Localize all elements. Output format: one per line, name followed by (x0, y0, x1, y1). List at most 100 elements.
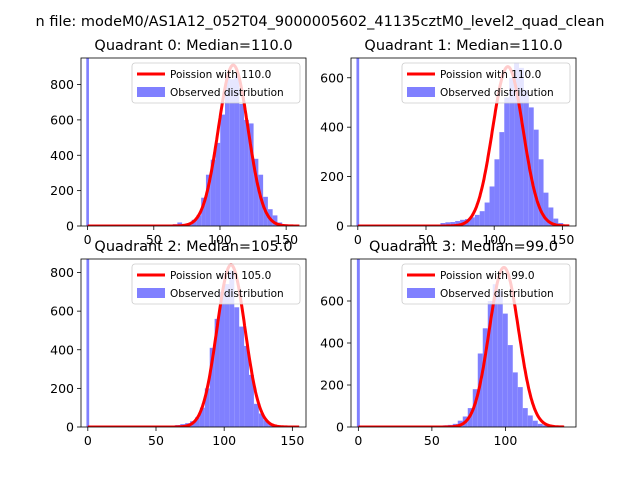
histogram-bar (196, 215, 202, 226)
y-tick-label: 0 (336, 219, 344, 234)
y-tick-label: 200 (320, 169, 344, 184)
histogram-bar (517, 387, 523, 427)
axes-frame (80, 258, 307, 428)
histogram-bar (509, 77, 515, 226)
histogram-bar (224, 284, 230, 427)
poisson-fit-line (357, 65, 570, 226)
x-tick-label: 150 (274, 232, 298, 247)
legend-box (401, 62, 571, 104)
histogram-bar (234, 75, 240, 226)
legend-hist-label: Observed distribution (170, 288, 284, 300)
y-tick-label: 200 (320, 378, 344, 393)
histogram-bar (244, 345, 249, 427)
histogram-bar (492, 284, 498, 427)
histogram-bar (538, 159, 544, 226)
y-tick-label: 200 (50, 183, 74, 198)
histogram-bar (249, 374, 254, 427)
histogram-bar (497, 290, 503, 427)
x-tick-label: 100 (493, 433, 517, 448)
y-tick-label: 600 (320, 70, 344, 85)
histogram-bar (263, 420, 269, 427)
histogram-bar (527, 415, 533, 427)
y-tick-label: 200 (50, 381, 74, 396)
legend: Poission with 110.0 Observed distribution (131, 62, 301, 104)
histogram-bar (543, 192, 549, 226)
legend-hist-label: Observed distribution (440, 288, 554, 300)
y-tick-label: 800 (50, 265, 74, 280)
histogram-bar (528, 107, 534, 226)
subplot-title: Quadrant 0: Median=110.0 (94, 38, 292, 54)
y-tick-label: 600 (50, 304, 74, 319)
histogram-bar (450, 222, 456, 226)
subplot-title: Quadrant 1: Median=110.0 (364, 38, 562, 54)
subplot-quadrant-1: 0 50 100 150 0 200 400 600 Quadrant 1: Median=11… (320, 38, 577, 247)
histogram-bar (229, 270, 235, 427)
legend-fit-label: Poission with 105.0 (170, 270, 271, 282)
histogram-bar (474, 214, 480, 226)
zero-count-bar (356, 58, 360, 226)
histogram-bar (234, 307, 240, 427)
histogram-bar (239, 326, 245, 427)
poisson-fit-line (357, 265, 565, 427)
histogram-bar (472, 389, 478, 427)
x-tick-label: 0 (84, 433, 92, 448)
histogram-bar (537, 423, 543, 427)
histogram-bar (209, 347, 215, 427)
poisson-fit-line (87, 263, 300, 427)
x-tick-label: 100 (482, 232, 506, 247)
zero-count-bar (356, 259, 360, 427)
y-tick-label: 400 (320, 336, 344, 351)
histogram-bar (225, 73, 230, 226)
legend-box (401, 263, 571, 305)
subplot-quadrant-3: 0 50 100 0 200 400 600 Quadrant 3: Median=99.0 P… (320, 239, 577, 448)
histogram-bar (489, 186, 495, 226)
histogram-bar (514, 62, 519, 226)
legend: Poission with 110.0 Observed distribution (401, 62, 571, 104)
x-tick-label: 0 (354, 433, 362, 448)
histogram-bar (494, 159, 500, 226)
histogram-bar (177, 222, 183, 226)
histogram-bar (455, 221, 461, 226)
legend-hist-swatch (407, 288, 435, 298)
histogram-bar (219, 291, 225, 427)
histogram-bar (239, 103, 245, 226)
x-tick-label: 0 (354, 232, 362, 247)
x-tick-label: 0 (84, 232, 92, 247)
histogram-bar (477, 353, 483, 427)
poisson-fit-line (86, 63, 301, 226)
histogram-bar (512, 372, 518, 427)
subplot-quadrant-0: 0 50 100 150 0 200 400 600 800 Quadrant 0: Median… (50, 38, 307, 247)
y-tick-label: 400 (320, 120, 344, 135)
histogram-bar (522, 408, 528, 427)
histogram-bar (484, 202, 490, 226)
figure-suptitle: n file: modeM0/AS1A12_052T04_9000005602_… (36, 14, 605, 30)
legend: Poission with 105.0 Observed distribution (131, 263, 301, 305)
legend: Poission with 99.0 Observed distribution (401, 263, 571, 305)
y-tick-label: 800 (50, 77, 74, 92)
histogram-bar (272, 215, 278, 226)
legend-box (131, 263, 301, 305)
legend-fit-label: Poission with 110.0 (170, 69, 271, 81)
legend-fit-label: Poission with 99.0 (440, 270, 535, 282)
histogram-bar (214, 318, 220, 427)
histogram-bar (445, 222, 451, 226)
histogram-bar (195, 417, 200, 427)
histogram-bar (204, 388, 210, 427)
x-tick-label: 50 (148, 433, 164, 448)
axes-frame (80, 57, 307, 227)
x-tick-label: 50 (424, 433, 440, 448)
histogram-bar (469, 217, 475, 226)
histogram-bar (479, 211, 485, 226)
plot-area (86, 259, 300, 427)
histogram-bar (253, 403, 259, 427)
subplot-title: Quadrant 3: Median=99.0 (369, 239, 558, 255)
y-tick-label: 0 (336, 420, 344, 435)
x-tick-label: 100 (208, 232, 232, 247)
histogram-bar (205, 174, 211, 226)
legend-hist-label: Observed distribution (170, 87, 284, 99)
histogram-bar (244, 119, 249, 226)
y-tick-label: 600 (320, 294, 344, 309)
y-tick-label: 0 (66, 420, 74, 435)
histogram-bar (504, 97, 510, 226)
